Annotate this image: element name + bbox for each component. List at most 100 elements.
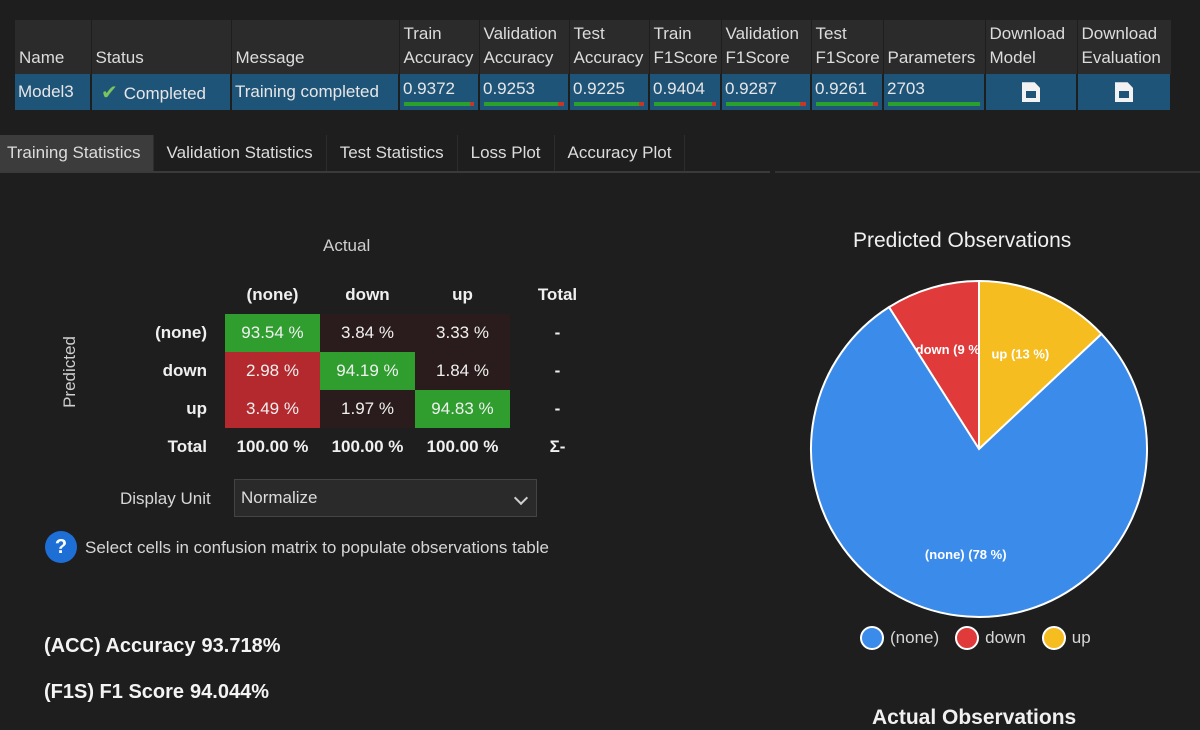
test-accuracy-cell[interactable]: 0.9225 — [569, 74, 650, 110]
pie-slice-down[interactable] — [887, 279, 980, 453]
matrix-cell[interactable]: 93.54 % — [225, 314, 320, 352]
matrix-row: down 2.98 % 94.19 % 1.84 % - — [112, 352, 605, 390]
metric-progress-fill — [888, 102, 980, 106]
train-f1score-cell[interactable]: 0.9404 — [649, 74, 722, 110]
column-header[interactable]: Message — [231, 20, 400, 74]
stat-value: 94.044% — [190, 681, 270, 703]
legend-item[interactable]: up — [1041, 626, 1091, 650]
column-header-line2: Status — [95, 48, 144, 67]
matrix-column-header: up — [452, 285, 473, 304]
matrix-cell[interactable]: 94.83 % — [415, 390, 510, 428]
pie-slice-label: down (9 %) — [916, 342, 985, 357]
column-header-line2: Evaluation — [1081, 48, 1161, 67]
matrix-cell[interactable]: 94.19 % — [320, 352, 415, 390]
model-message-cell[interactable]: Training completed — [231, 74, 400, 110]
stat-label: (ACC) Accuracy — [44, 635, 196, 657]
display-unit-select[interactable]: Normalize — [234, 479, 537, 517]
model-name-cell[interactable]: Model3 — [15, 74, 92, 110]
stat-label: (F1S) F1 Score — [44, 681, 185, 703]
metric-progress-bar — [726, 102, 806, 106]
matrix-column-header: down — [345, 285, 390, 304]
metric-progress-bar — [574, 102, 644, 106]
legend-swatch — [860, 626, 884, 650]
metric-progress-fill — [816, 102, 874, 106]
file-download-icon[interactable] — [1022, 82, 1040, 103]
download-evaluation-button[interactable] — [1077, 74, 1172, 110]
matrix-cell[interactable]: 1.97 % — [320, 390, 415, 428]
column-header[interactable]: Validation Accuracy — [479, 20, 570, 74]
metric-value: 0.9372 — [403, 79, 455, 98]
pie-slice-none[interactable] — [810, 305, 1148, 618]
models-table: Name Status Message Train Accuracy Validati… — [15, 20, 1172, 110]
confusion-matrix: (none) down up Total (none) 93.54 % 3.84 % 3.33… — [112, 276, 605, 466]
tab-loss-plot[interactable]: Loss Plot — [458, 135, 555, 171]
file-download-icon[interactable] — [1115, 82, 1133, 103]
test-f1score-cell[interactable]: 0.9261 — [811, 74, 884, 110]
model-status-cell[interactable]: ✔ Completed — [91, 74, 232, 110]
pie-legend: (none) down up — [860, 626, 1107, 650]
divider — [775, 171, 1200, 173]
display-unit-value: Normalize — [241, 488, 318, 507]
pie-chart-title: Predicted Observations — [853, 229, 1072, 252]
matrix-cell[interactable]: 3.33 % — [415, 314, 510, 352]
download-model-button[interactable] — [985, 74, 1078, 110]
tab-test-statistics[interactable]: Test Statistics — [327, 135, 458, 171]
column-header-line1 — [236, 22, 396, 46]
validation-accuracy-cell[interactable]: 0.9253 — [479, 74, 570, 110]
metric-progress-fill — [654, 102, 713, 106]
pie-slice-label: (none) (78 %) — [925, 547, 1007, 562]
matrix-cell[interactable]: 3.49 % — [225, 390, 320, 428]
pie-chart: down (9 %) up (13 %) (none) (78 %) — [810, 279, 1148, 618]
metric-value: 2703 — [887, 79, 925, 98]
column-header-line2: Message — [235, 48, 305, 67]
legend-label: (none) — [890, 628, 940, 647]
matrix-row-total: - — [554, 361, 561, 380]
matrix-header-row: (none) down up Total — [112, 276, 605, 314]
actual-observations-title: Actual Observations — [872, 706, 1077, 729]
metric-progress-fill — [404, 102, 470, 106]
column-header[interactable]: Download Model — [985, 20, 1078, 74]
column-header[interactable]: Download Evaluation — [1077, 20, 1172, 74]
column-header[interactable]: Train Accuracy — [399, 20, 480, 74]
matrix-cell[interactable]: 1.84 % — [415, 352, 510, 390]
matrix-cell[interactable]: 3.84 % — [320, 314, 415, 352]
train-accuracy-cell[interactable]: 0.9372 — [399, 74, 480, 110]
column-header[interactable]: Parameters — [883, 20, 986, 74]
column-header-line1: Validation — [483, 24, 557, 43]
column-header-line2: Model — [989, 48, 1036, 67]
column-header[interactable]: Validation F1Score — [721, 20, 812, 74]
column-header-line2: F1Score — [725, 48, 790, 67]
matrix-row: up 3.49 % 1.97 % 94.83 % - — [112, 390, 605, 428]
help-icon[interactable]: ? — [45, 531, 77, 563]
column-header-line1: Download — [989, 24, 1066, 43]
predicted-axis-label: Predicted — [60, 336, 79, 408]
column-header[interactable]: Status — [91, 20, 232, 74]
column-header-line2: Accuracy — [403, 48, 474, 67]
tab-validation-statistics[interactable]: Validation Statistics — [154, 135, 327, 171]
matrix-cell[interactable]: 2.98 % — [225, 352, 320, 390]
pie-slice-up[interactable] — [978, 279, 1103, 452]
status-text: Completed — [123, 83, 206, 103]
metric-value: 0.9404 — [653, 79, 705, 98]
column-header-line1 — [888, 22, 982, 46]
column-header[interactable]: Test F1Score — [811, 20, 884, 74]
metric-value: 0.9253 — [483, 79, 535, 98]
parameters-cell[interactable]: 2703 — [883, 74, 986, 110]
tab-training-statistics[interactable]: Training Statistics — [0, 135, 154, 171]
tab-accuracy-plot[interactable]: Accuracy Plot — [555, 135, 686, 171]
table-row[interactable]: Model3 ✔ Completed Training completed 0.9… — [15, 74, 1172, 110]
legend-item[interactable]: (none) — [860, 626, 939, 650]
column-header[interactable]: Train F1Score — [649, 20, 722, 74]
column-header[interactable]: Test Accuracy — [569, 20, 650, 74]
matrix-column-header: (none) — [246, 285, 299, 304]
statistics-tabs: Training Statistics Validation Statistics… — [0, 135, 770, 173]
validation-f1score-cell[interactable]: 0.9287 — [721, 74, 812, 110]
matrix-row: (none) 93.54 % 3.84 % 3.33 % - — [112, 314, 605, 352]
matrix-corner — [112, 276, 225, 314]
column-header[interactable]: Name — [15, 20, 92, 74]
matrix-row-header: down — [162, 361, 207, 380]
metric-progress-bar — [404, 102, 474, 106]
legend-item[interactable]: down — [955, 626, 1026, 650]
matrix-grand-total: Σ- — [549, 437, 566, 456]
display-unit-label: Display Unit — [120, 489, 211, 508]
